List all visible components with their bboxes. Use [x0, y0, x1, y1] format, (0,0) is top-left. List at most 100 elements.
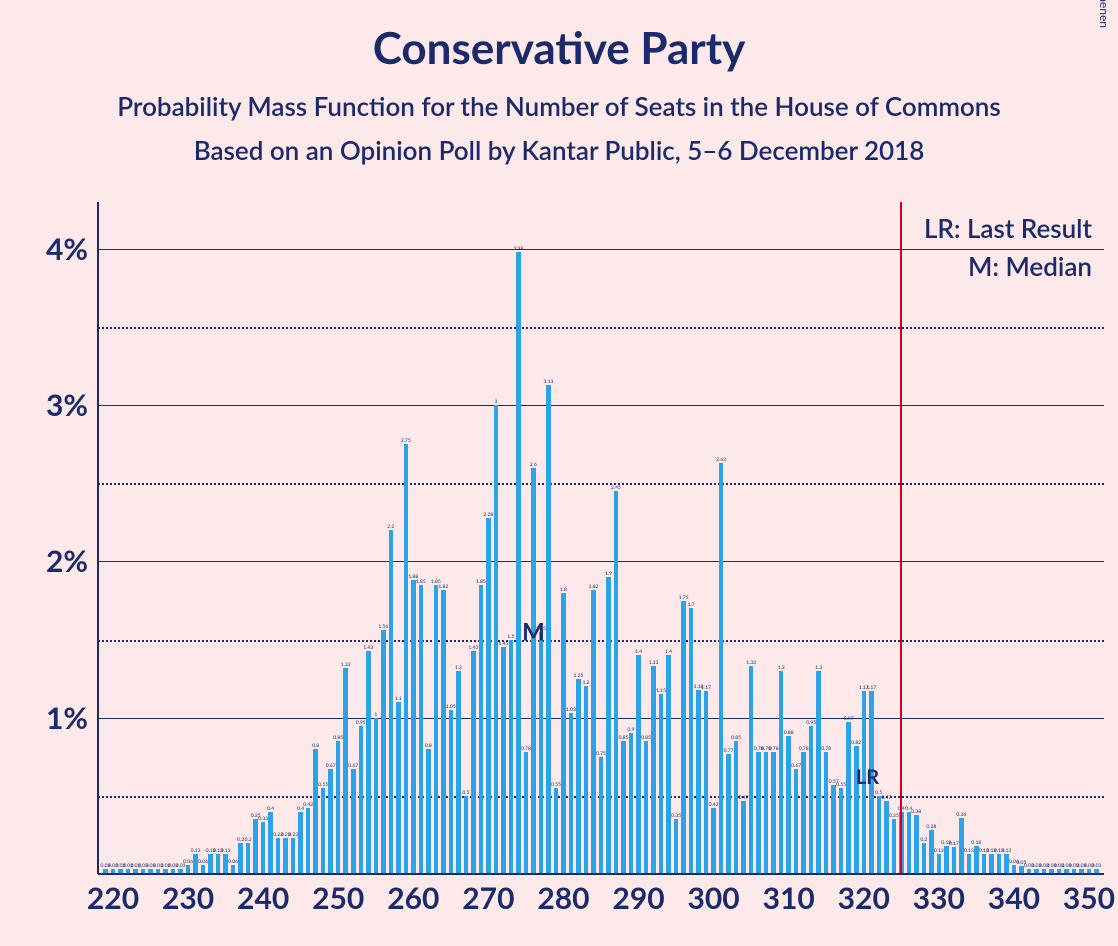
- bar-value-label: 0.75: [596, 751, 606, 757]
- bar-value-label: 0.2: [245, 837, 252, 843]
- bar: 0.13: [989, 854, 994, 874]
- bar: 0.55: [554, 788, 559, 874]
- bar: 0.85: [644, 741, 649, 874]
- bar: 0.67: [794, 769, 799, 874]
- bar-value-label: 0.78: [821, 746, 831, 752]
- bar: 2.28: [486, 518, 491, 874]
- bar: 1.33: [749, 666, 754, 874]
- bar-value-label: 2.28: [483, 512, 493, 518]
- bar: 0.23: [283, 838, 288, 874]
- bar: 0.35: [253, 819, 258, 874]
- bar: 0.23: [291, 838, 296, 874]
- x-tick-label: 240: [237, 874, 289, 916]
- bar-value-label: 1.2: [582, 680, 589, 686]
- bar-value-label: 1.32: [341, 662, 351, 668]
- bar-value-label: 0.23: [288, 832, 298, 838]
- bar-value-label: 2.45: [611, 485, 621, 491]
- bar: 1.43: [471, 651, 476, 874]
- bar: 1.03: [569, 713, 574, 874]
- bar-value-label: 2.63: [716, 457, 726, 463]
- bar: 0.67: [328, 769, 333, 874]
- bar: 1.4: [636, 655, 641, 874]
- bar-value-label: 1.17: [866, 685, 876, 691]
- bar-value-label: 0.47: [739, 795, 749, 801]
- bar-value-label: 0.13: [934, 848, 944, 854]
- bar-value-label: 0.17: [949, 841, 959, 847]
- bar-value-label: 1.45: [498, 641, 508, 647]
- bar-value-label: 0.03: [1092, 863, 1102, 869]
- bar-value-label: 1.3: [778, 665, 785, 671]
- bar-value-label: 0.85: [333, 735, 343, 741]
- grid-minor: [98, 327, 1104, 329]
- x-tick-label: 220: [87, 874, 139, 916]
- grid-major: [98, 561, 1104, 562]
- bar: 1.7: [689, 608, 694, 874]
- bar: 0.35: [674, 819, 679, 874]
- x-tick-label: 300: [688, 874, 740, 916]
- x-tick-label: 290: [612, 874, 664, 916]
- bar-value-label: 0.06: [183, 859, 193, 865]
- bar-value-label: 1.7: [688, 602, 695, 608]
- bar-value-label: 1.82: [589, 584, 599, 590]
- copyright-text: © 2018 Filip van Laenen: [1097, 0, 1112, 28]
- bar: 1.56: [381, 630, 386, 874]
- bar: 1.2: [584, 686, 589, 874]
- bar: 0.33: [261, 822, 266, 874]
- bar-value-label: 0.4: [267, 806, 274, 812]
- bar: 2.63: [719, 463, 724, 874]
- bar-value-label: 0.13: [964, 848, 974, 854]
- grid-minor: [98, 483, 1104, 485]
- bar: 0.38: [914, 815, 919, 874]
- bar-value-label: 0.35: [671, 813, 681, 819]
- bar: 1.33: [651, 666, 656, 874]
- chart-subtitle-1: Probability Mass Function for the Number…: [0, 90, 1118, 122]
- bar-value-label: 0.06: [228, 859, 238, 865]
- bar: 0.4: [268, 812, 273, 875]
- bar-value-label: 0.55: [836, 782, 846, 788]
- bar-value-label: 1.82: [438, 584, 448, 590]
- bar-value-label: 0.78: [769, 746, 779, 752]
- x-axis: [98, 873, 1104, 875]
- bar-value-label: 1.8: [560, 587, 567, 593]
- bar: 0.95: [359, 726, 364, 874]
- bar-value-label: 1.15: [656, 688, 666, 694]
- bar: 0.5: [464, 796, 469, 874]
- bar: 0.5: [877, 796, 882, 874]
- bar: 0.2: [922, 843, 927, 874]
- bar: 1: [374, 718, 379, 874]
- y-tick-label: 2%: [46, 543, 98, 579]
- bar-value-label: 0.88: [784, 730, 794, 736]
- bar-value-label: 1.05: [446, 704, 456, 710]
- bar-value-label: 0.42: [303, 802, 313, 808]
- bar-value-label: 0.85: [731, 735, 741, 741]
- y-tick-label: 1%: [46, 700, 98, 736]
- bar-value-label: 3: [494, 399, 497, 405]
- bar-value-label: 2.2: [387, 524, 394, 530]
- bar: 0.9: [629, 733, 634, 874]
- bar: 3.98: [516, 252, 521, 874]
- x-tick-label: 350: [1063, 874, 1115, 916]
- bar: 2.6: [531, 468, 536, 874]
- x-tick-label: 260: [387, 874, 439, 916]
- x-tick-label: 230: [162, 874, 214, 916]
- bar: 0.78: [756, 752, 761, 874]
- bar-value-label: 0.55: [318, 782, 328, 788]
- x-tick-label: 330: [913, 874, 965, 916]
- bar-value-label: 0.78: [799, 746, 809, 752]
- bar: 1.82: [591, 590, 596, 874]
- bar-value-label: 0.82: [851, 740, 861, 746]
- bar-value-label: 0.85: [641, 735, 651, 741]
- bar: 0.97: [846, 722, 851, 874]
- bar: 0.75: [599, 757, 604, 874]
- bar: 1.8: [561, 593, 566, 874]
- bar-value-label: 0.28: [926, 824, 936, 830]
- bar: 0.17: [952, 847, 957, 874]
- bar: 1.85: [419, 585, 424, 874]
- bar: 0.4: [907, 812, 912, 875]
- bar-value-label: 2.75: [401, 438, 411, 444]
- bar-value-label: 1.3: [815, 665, 822, 671]
- bar: 0.95: [809, 726, 814, 874]
- bar-value-label: 0.33: [258, 816, 268, 822]
- bar: 0.28: [929, 830, 934, 874]
- bar-value-label: 0.13: [1001, 848, 1011, 854]
